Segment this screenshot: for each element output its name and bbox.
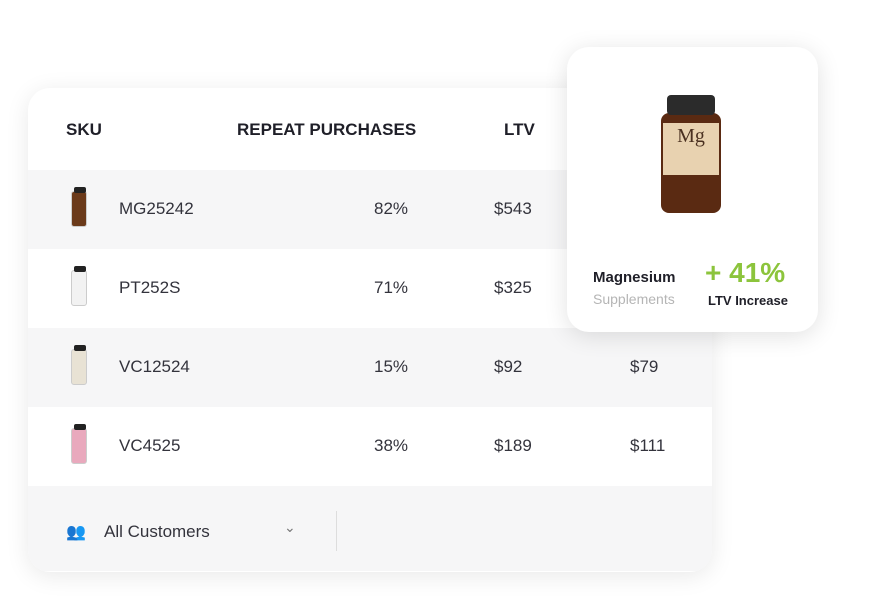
sku-cell: VC4525 xyxy=(119,436,181,455)
sku-cell: VC12524 xyxy=(119,357,190,376)
ltv-change: + 41% xyxy=(705,257,786,288)
sku-cell: MG25242 xyxy=(119,199,194,218)
ltv-cell: $325 xyxy=(494,278,532,297)
value-cell: $111 xyxy=(630,436,666,455)
product-thumbnail xyxy=(52,340,106,394)
divider xyxy=(336,511,337,551)
product-thumbnail xyxy=(52,261,106,315)
sku-cell: PT252S xyxy=(119,278,181,297)
repeat-purchases-cell: 71% xyxy=(374,278,409,297)
repeat-purchases-cell: 15% xyxy=(374,357,409,376)
magnesium-bottle-image: Mg xyxy=(659,95,723,213)
ltv-change-label: LTV Increase xyxy=(708,293,788,308)
product-thumbnail xyxy=(52,182,106,236)
ltv-cell: $189 xyxy=(494,436,532,455)
table-row[interactable]: VC12524 15% $92 $79 xyxy=(28,328,712,407)
header-ltv[interactable]: LTV xyxy=(504,120,535,139)
product-thumbnail xyxy=(52,419,106,473)
header-repeat-purchases[interactable]: REPEAT PURCHASES xyxy=(237,120,417,139)
ltv-cell: $543 xyxy=(494,199,532,218)
product-highlight-card: Mg Magnesium Supplements + 41% LTV Incre… xyxy=(567,47,818,332)
repeat-purchases-cell: 82% xyxy=(374,199,409,218)
table-header: SKU REPEAT PURCHASES LTV xyxy=(28,88,712,170)
chevron-down-icon[interactable]: ⌄ xyxy=(284,519,296,535)
product-name: Magnesium xyxy=(593,269,676,286)
users-icon: 👥 xyxy=(66,524,86,541)
table-row[interactable]: PT252S 71% $325 xyxy=(28,249,712,328)
value-cell: $79 xyxy=(630,357,659,376)
header-sku[interactable]: SKU xyxy=(66,120,102,139)
table-row[interactable]: VC4525 38% $189 $111 xyxy=(28,407,712,486)
ltv-cell: $92 xyxy=(494,357,523,376)
repeat-purchases-cell: 38% xyxy=(374,436,409,455)
table-footer: 👥 All Customers ⌄ xyxy=(28,486,712,571)
product-category: Supplements xyxy=(593,291,675,307)
customer-filter-dropdown[interactable]: All Customers xyxy=(104,522,210,541)
